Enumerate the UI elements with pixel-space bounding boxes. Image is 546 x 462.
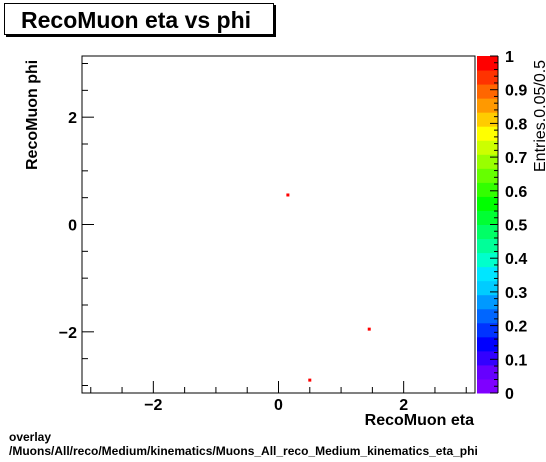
color-scale-band (477, 280, 498, 296)
color-scale-band (477, 154, 498, 169)
heatmap-cells (286, 193, 371, 382)
color-scale-band (477, 364, 498, 380)
color-scale-band (477, 126, 498, 141)
x-tick-label: −2 (144, 397, 162, 414)
color-scale-band (477, 350, 498, 366)
color-scale-band (477, 140, 498, 155)
z-tick-label: 1 (505, 49, 514, 66)
heatmap-cell (286, 193, 290, 197)
y-tick-label: 2 (68, 110, 77, 127)
color-scale-band (477, 70, 498, 85)
z-tick-label: 0 (505, 386, 514, 403)
footer-line-overlay: overlay (9, 430, 52, 444)
color-scale-band (477, 294, 498, 310)
color-scale-band (477, 210, 498, 225)
color-scale-band (477, 98, 498, 113)
color-scale-band (477, 224, 498, 240)
z-tick-label: 0.6 (505, 184, 527, 201)
color-scale-band (477, 168, 498, 183)
color-scale-band (477, 322, 498, 338)
plot-frame (81, 55, 476, 394)
footer: overlay /Muons/All/reco/Medium/kinematic… (9, 430, 478, 458)
chart-title: RecoMuon eta vs phi (21, 7, 252, 33)
z-tick-label: 0.9 (505, 83, 527, 100)
heatmap-cell (308, 378, 312, 382)
color-scale-band (477, 308, 498, 324)
color-scale-band (477, 112, 498, 127)
z-tick-label: 0.5 (505, 218, 527, 235)
z-tick-label: 0.7 (505, 150, 527, 167)
y-tick-label: 0 (68, 218, 77, 235)
color-scale-band (477, 378, 498, 394)
z-tick-label: 0.3 (505, 285, 527, 302)
z-tick-label: 0.2 (505, 319, 527, 336)
color-scale-band (477, 336, 498, 352)
color-scale-band (477, 84, 498, 99)
color-scale-band (477, 196, 498, 211)
color-scale: 0 0.1 0.2 0.3 0.4 0.5 0.6 0.7 0.8 0.9 1 (477, 49, 527, 403)
plot-area-border (81, 55, 476, 394)
color-scale-band (477, 252, 498, 268)
color-scale-band (477, 238, 498, 254)
footer-line-path: /Muons/All/reco/Medium/kinematics/Muons_… (9, 444, 478, 458)
x-axis-title: RecoMuon eta (365, 412, 474, 429)
y-axis: −2 0 2 (59, 63, 94, 386)
x-axis: −2 0 2 (90, 381, 467, 414)
color-scale-band (477, 56, 498, 71)
x-tick-label: 2 (399, 397, 408, 414)
y-tick-label: −2 (59, 325, 77, 342)
color-scale-title: Entries.0.05/0.5 (532, 60, 546, 172)
title-box: RecoMuon eta vs phi (4, 3, 274, 35)
x-tick-label: 0 (274, 397, 283, 414)
heatmap-cell (367, 327, 371, 331)
z-tick-label: 0.4 (505, 251, 527, 268)
color-scale-band (477, 266, 498, 282)
color-scale-band (477, 182, 498, 197)
z-tick-label: 0.1 (505, 352, 527, 369)
z-tick-label: 0.8 (505, 116, 527, 133)
y-axis-title: RecoMuon phi (24, 60, 41, 170)
